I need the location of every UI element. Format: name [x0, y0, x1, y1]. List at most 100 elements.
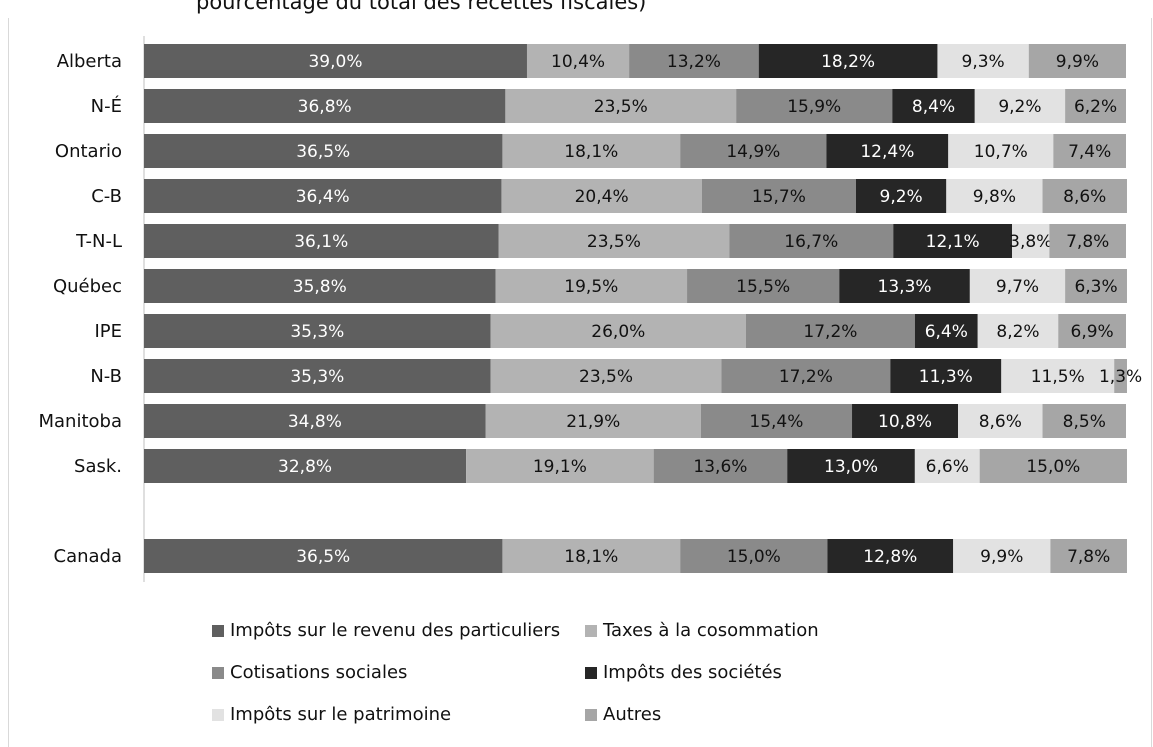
data-label: 18,2%	[821, 52, 875, 72]
bar-segment	[466, 449, 654, 483]
data-label: 19,5%	[564, 277, 618, 297]
bar-segment	[852, 404, 959, 438]
data-label: 15,0%	[727, 547, 781, 567]
legend-label-income: Impôts sur le revenu des particuliers	[230, 620, 561, 641]
legend-swatch-wealth	[212, 708, 224, 721]
data-label: 36,1%	[294, 232, 348, 252]
bar-segment	[979, 449, 1127, 483]
data-label: 13,0%	[824, 457, 878, 477]
data-label: 3,8%	[1009, 232, 1052, 252]
bar-segment	[701, 179, 856, 213]
bar-segment	[729, 224, 894, 258]
bar-segment	[485, 404, 701, 438]
bar-segment	[1053, 134, 1126, 168]
bar-segment	[914, 449, 980, 483]
bar-segment	[892, 89, 975, 123]
bar-segment	[969, 269, 1066, 303]
legend-swatch-income	[212, 624, 224, 637]
bar-segment	[700, 404, 853, 438]
category-label: Sask.	[74, 456, 122, 477]
data-label: 21,9%	[566, 412, 620, 432]
data-label: 8,4%	[912, 97, 955, 117]
data-label: 11,5%	[1031, 367, 1085, 387]
legend-item-social: Cotisations sociales	[212, 662, 407, 683]
data-label: 12,1%	[926, 232, 980, 252]
data-label: 7,8%	[1067, 547, 1110, 567]
data-label: 17,2%	[803, 322, 857, 342]
bar-segment	[505, 89, 737, 123]
bar-segment	[1012, 224, 1050, 258]
bar-segment	[144, 224, 499, 258]
data-label: 6,3%	[1074, 277, 1117, 297]
bar-segment	[1065, 269, 1127, 303]
data-label: 6,2%	[1074, 97, 1117, 117]
data-label: 8,2%	[996, 322, 1039, 342]
bar-segment	[1050, 539, 1127, 573]
bar-segment	[653, 449, 788, 483]
bar-segment	[1058, 314, 1126, 348]
data-label: 20,4%	[575, 187, 629, 207]
data-label: 11,3%	[919, 367, 973, 387]
legend-item-income: Impôts sur le revenu des particuliers	[212, 620, 560, 641]
data-label: 10,4%	[551, 52, 605, 72]
bar-segment	[1042, 404, 1126, 438]
category-label: C-B	[91, 186, 122, 207]
frame-border-left	[8, 18, 9, 747]
legend-label-other: Autres	[603, 704, 662, 725]
bar-segment	[687, 269, 840, 303]
data-label: 32,8%	[278, 457, 332, 477]
bar-segment	[144, 179, 502, 213]
bar-segment	[890, 359, 1002, 393]
data-label: 12,4%	[860, 142, 914, 162]
data-label: 8,6%	[1063, 187, 1106, 207]
bar-segment	[526, 44, 630, 78]
category-label: Ontario	[55, 141, 122, 162]
data-label: 15,7%	[752, 187, 806, 207]
legend-label-consumption: Taxes à la cosommation	[603, 620, 819, 641]
category-label: N-É	[91, 95, 122, 117]
data-label: 10,8%	[878, 412, 932, 432]
bar-segment	[498, 224, 730, 258]
category-label: Manitoba	[39, 411, 123, 432]
data-label: 8,6%	[979, 412, 1022, 432]
bar-segment	[680, 539, 828, 573]
legend-swatch-corporate	[585, 666, 597, 679]
data-label: 13,2%	[667, 52, 721, 72]
data-label: 14,9%	[726, 142, 780, 162]
data-label: 15,4%	[749, 412, 803, 432]
data-label: 9,2%	[998, 97, 1041, 117]
data-label: 10,7%	[974, 142, 1028, 162]
category-label: N-B	[90, 366, 122, 387]
bar-segment	[144, 269, 496, 303]
data-label: 23,5%	[594, 97, 648, 117]
data-label: 6,4%	[925, 322, 968, 342]
bar-segment	[1065, 89, 1126, 123]
data-label: 15,9%	[787, 97, 841, 117]
data-label: 6,6%	[926, 457, 969, 477]
category-label: T-N-L	[75, 231, 122, 252]
chart-title: pourcentage du total des recettes fiscal…	[196, 0, 647, 14]
bar-segment	[144, 404, 486, 438]
data-label: 6,9%	[1071, 322, 1114, 342]
bar-segment	[501, 179, 702, 213]
bar-segment	[490, 359, 722, 393]
bar-segment	[977, 314, 1059, 348]
bar-segment	[1114, 359, 1127, 393]
bar-segment	[946, 179, 1043, 213]
data-label: 12,8%	[863, 547, 917, 567]
category-label: IPE	[94, 321, 122, 342]
bar-segment	[144, 449, 467, 483]
data-label: 17,2%	[779, 367, 833, 387]
bar-segment	[1049, 224, 1126, 258]
bar-segment	[948, 134, 1054, 168]
bar-segment	[502, 539, 681, 573]
legend-item-wealth: Impôts sur le patrimoine	[212, 704, 451, 725]
bar-segment	[958, 404, 1043, 438]
data-label: 13,3%	[878, 277, 932, 297]
legend-item-corporate: Impôts des sociétés	[585, 662, 782, 683]
bar-segment	[745, 314, 915, 348]
legend-swatch-social	[212, 666, 224, 679]
data-label: 36,5%	[296, 547, 350, 567]
bar-segment	[502, 134, 681, 168]
data-label: 9,2%	[880, 187, 923, 207]
